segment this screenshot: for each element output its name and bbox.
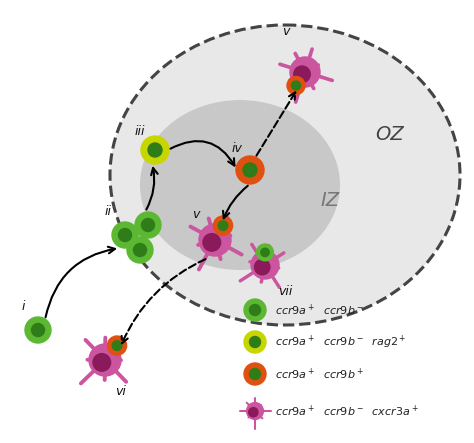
Circle shape (294, 66, 310, 82)
Circle shape (89, 344, 121, 376)
Text: v: v (192, 208, 200, 221)
Circle shape (112, 341, 122, 350)
Text: iv: iv (232, 142, 243, 155)
Circle shape (218, 221, 228, 230)
Circle shape (287, 77, 305, 94)
Text: i: i (22, 300, 26, 313)
Circle shape (213, 216, 233, 235)
Text: IZ: IZ (320, 190, 339, 210)
Text: ii: ii (105, 205, 112, 218)
Circle shape (249, 337, 261, 347)
Circle shape (249, 304, 261, 315)
Text: $ccr9a^+$  $ccr9b^-$  $cxcr3a^+$: $ccr9a^+$ $ccr9b^-$ $cxcr3a^+$ (275, 403, 419, 419)
Circle shape (108, 336, 127, 355)
Text: vii: vii (278, 285, 292, 298)
Circle shape (236, 156, 264, 184)
Circle shape (246, 403, 264, 420)
Text: $ccr9a^+$  $ccr9b^-$: $ccr9a^+$ $ccr9b^-$ (275, 303, 364, 318)
Circle shape (134, 244, 146, 256)
Circle shape (141, 136, 169, 164)
Circle shape (112, 222, 138, 248)
Text: iii: iii (135, 125, 146, 138)
Circle shape (243, 163, 257, 177)
Circle shape (25, 317, 51, 343)
Circle shape (127, 237, 153, 263)
Circle shape (261, 248, 269, 256)
Circle shape (142, 218, 155, 232)
Circle shape (244, 299, 266, 321)
Circle shape (93, 354, 110, 371)
Circle shape (249, 369, 261, 380)
Circle shape (135, 212, 161, 238)
Ellipse shape (110, 25, 460, 325)
Ellipse shape (140, 100, 340, 270)
Circle shape (251, 251, 279, 279)
Text: vi: vi (115, 385, 126, 398)
Circle shape (148, 143, 162, 157)
Text: OZ: OZ (375, 125, 404, 144)
Circle shape (255, 260, 270, 275)
Circle shape (244, 363, 266, 385)
Text: $ccr9a^+$  $ccr9b^-$  $rag2^+$: $ccr9a^+$ $ccr9b^-$ $rag2^+$ (275, 333, 407, 351)
Circle shape (244, 331, 266, 353)
Circle shape (256, 244, 273, 261)
Circle shape (290, 57, 320, 87)
Circle shape (199, 224, 231, 256)
Circle shape (203, 233, 220, 251)
Text: v: v (282, 25, 289, 38)
Circle shape (31, 323, 45, 337)
Circle shape (118, 229, 131, 241)
Circle shape (249, 408, 258, 417)
Text: $ccr9a^+$  $ccr9b^+$: $ccr9a^+$ $ccr9b^+$ (275, 366, 364, 382)
Circle shape (292, 81, 301, 90)
